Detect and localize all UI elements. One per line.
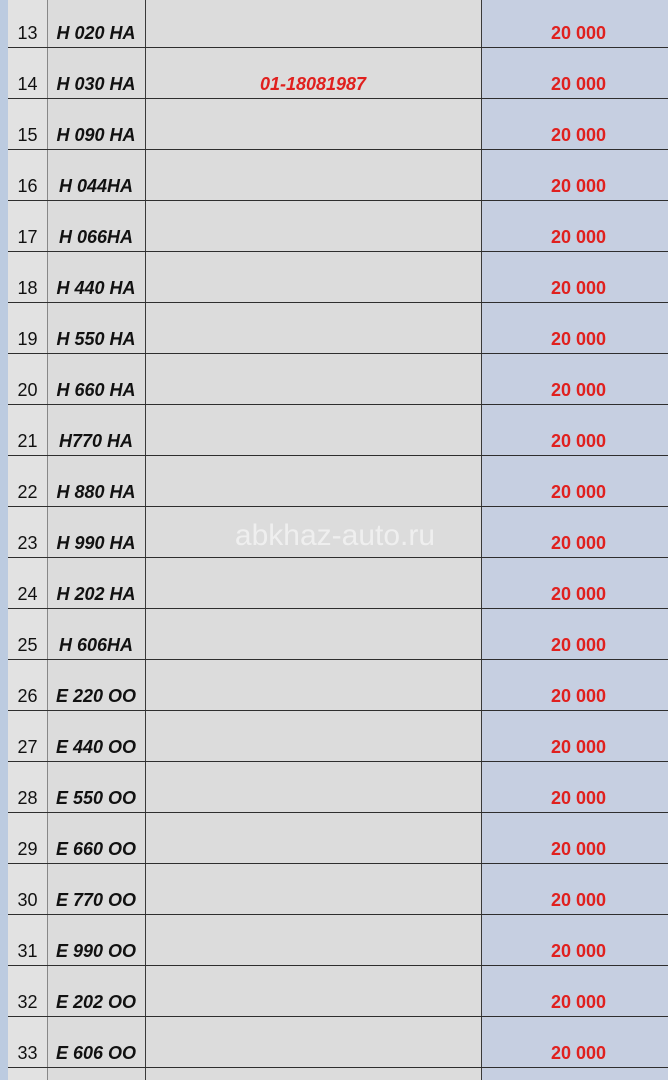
row-border (8, 761, 668, 762)
price: 20 000 (550, 329, 607, 349)
price: 20 000 (550, 788, 607, 808)
price: 20 000 (550, 23, 607, 43)
plate: H 880 HA (56, 482, 136, 502)
price: 20 000 (550, 227, 607, 247)
row-border (8, 1067, 668, 1068)
price: 20 000 (550, 686, 607, 706)
plate: H 660 HA (56, 380, 136, 400)
row-number: 14 (17, 74, 38, 94)
plate: E 770 OO (55, 890, 137, 910)
row-border (8, 608, 668, 609)
row-border (8, 863, 668, 864)
plate: E 990 OO (55, 941, 137, 961)
row-border (8, 965, 668, 966)
plate: H 202 HA (56, 584, 136, 604)
plate: H 440 HA (56, 278, 136, 298)
row-border (8, 200, 668, 201)
row-number: 15 (17, 125, 38, 145)
price: 20 000 (550, 992, 607, 1012)
price: 20 000 (550, 533, 607, 553)
row-border (8, 455, 668, 456)
price: 20 000 (550, 431, 607, 451)
column-border (47, 0, 48, 1080)
price: 20 000 (550, 839, 607, 859)
row-number: 23 (17, 533, 38, 553)
price: 20 000 (550, 1043, 607, 1063)
price: 20 000 (550, 941, 607, 961)
plate: H 020 HA (56, 23, 136, 43)
price: 20 000 (550, 278, 607, 298)
row-number: 17 (17, 227, 38, 247)
row-border (8, 659, 668, 660)
row-number: 28 (17, 788, 38, 808)
plate: E 660 OO (55, 839, 137, 859)
row-border (8, 353, 668, 354)
price-column (481, 0, 668, 1080)
row-number: 32 (17, 992, 38, 1012)
price: 20 000 (550, 890, 607, 910)
row-border (8, 710, 668, 711)
plate: H 030 HA (56, 74, 136, 94)
row-number: 18 (17, 278, 38, 298)
price: 20 000 (550, 482, 607, 502)
row-number: 33 (17, 1043, 38, 1063)
plate: H 044HA (58, 176, 134, 196)
price: 20 000 (550, 176, 607, 196)
row-border (8, 302, 668, 303)
column-border (145, 0, 146, 1080)
row-number: 22 (17, 482, 38, 502)
plate: E 550 OO (55, 788, 137, 808)
row-number: 25 (17, 635, 38, 655)
row-border (8, 506, 668, 507)
plate: E 202 OO (55, 992, 137, 1012)
note: 01-18081987 (259, 74, 367, 94)
row-header-strip (0, 0, 8, 1080)
row-border (8, 149, 668, 150)
plate: E 220 OO (55, 686, 137, 706)
watermark: abkhaz-auto.ru (234, 519, 436, 552)
plate: E 440 OO (55, 737, 137, 757)
price: 20 000 (550, 125, 607, 145)
row-border (8, 914, 668, 915)
plate: H 550 HA (56, 329, 136, 349)
price: 20 000 (550, 737, 607, 757)
row-border (8, 557, 668, 558)
row-border (8, 404, 668, 405)
price: 20 000 (550, 584, 607, 604)
row-number: 20 (17, 380, 38, 400)
price: 20 000 (550, 380, 607, 400)
row-number: 26 (17, 686, 38, 706)
row-number: 13 (17, 23, 38, 43)
row-border (8, 47, 668, 48)
row-number: 24 (17, 584, 38, 604)
row-border (8, 1016, 668, 1017)
row-number: 29 (17, 839, 38, 859)
plate: E 606 OO (55, 1043, 137, 1063)
plate: H 990 HA (56, 533, 136, 553)
column-border (481, 0, 482, 1080)
row-number: 16 (17, 176, 38, 196)
number-column (8, 0, 47, 1080)
row-number: 19 (17, 329, 38, 349)
row-border (8, 251, 668, 252)
row-number: 21 (17, 431, 38, 451)
price: 20 000 (550, 74, 607, 94)
plate: H 606HA (58, 635, 134, 655)
plate: H770 HA (58, 431, 134, 451)
row-border (8, 812, 668, 813)
middle-column (145, 0, 481, 1080)
row-border (8, 98, 668, 99)
price: 20 000 (550, 635, 607, 655)
plate: H 090 HA (56, 125, 136, 145)
row-number: 31 (17, 941, 38, 961)
plate: H 066HA (58, 227, 134, 247)
row-number: 27 (17, 737, 38, 757)
row-number: 30 (17, 890, 38, 910)
